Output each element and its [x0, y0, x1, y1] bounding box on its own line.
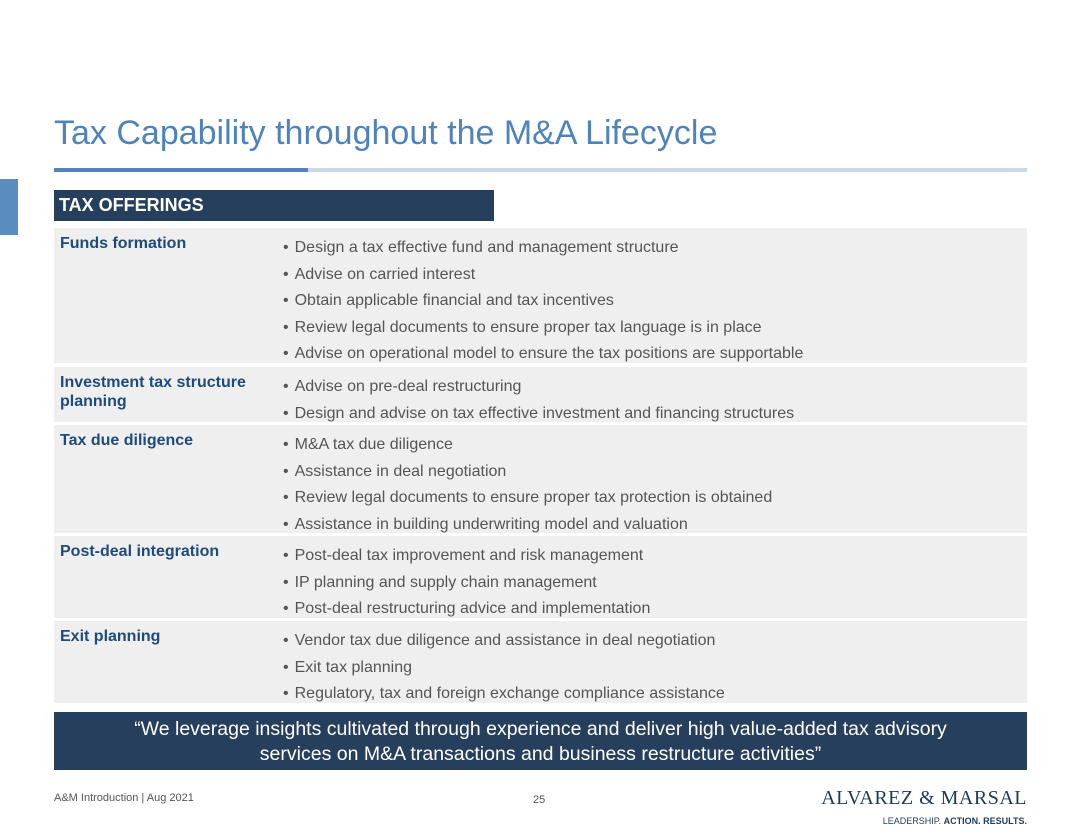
bullet-item: • Design and advise on tax effective inve… [283, 404, 795, 422]
bullet-item: • M&A tax due diligence [283, 436, 453, 453]
offering-bullets: • Design a tax effective fund and managem… [283, 235, 803, 368]
offering-label: Post-deal integration [60, 543, 220, 560]
offering-row-funds-formation: Funds formation • Design a tax effective … [54, 228, 1027, 363]
tagline-action: ACTION. [943, 816, 981, 826]
company-logo: ALVAREZ & MARSAL LEADERSHIP. ACTION. RES… [821, 787, 1027, 826]
bullet-item: • Review legal documents to ensure proper… [283, 489, 773, 506]
bullet-item: • Post-deal tax improvement and risk mana… [283, 547, 644, 564]
bullet-item: • Design a tax effective fund and managem… [283, 239, 679, 256]
logo-wordmark: ALVAREZ & MARSAL [821, 787, 1027, 809]
offering-label: Investment tax structure planning [60, 374, 246, 410]
offering-label: Funds formation [60, 235, 187, 252]
title-underline [54, 168, 1027, 172]
bullet-item: • IP planning and supply chain management [283, 573, 597, 591]
bullet-item: • Advise on operational model to ensure t… [283, 345, 804, 362]
page-number: 25 [533, 794, 546, 806]
left-edge-tab [0, 179, 18, 235]
bullet-item: • Review legal documents to ensure proper… [283, 318, 762, 336]
quote-line-2: services on M&A transactions and busines… [259, 743, 822, 765]
tagline-results: RESULTS. [983, 816, 1027, 826]
bullet-item: • Advise on pre-deal restructuring [283, 378, 522, 395]
offering-label: Exit planning [60, 628, 161, 645]
offering-row-post-deal-integration: Post-deal integration • Post-deal tax imp… [54, 536, 1027, 618]
offering-bullets: • Post-deal tax improvement and risk mana… [283, 543, 650, 623]
offering-bullets: • Vendor tax due diligence and assistance… [283, 628, 725, 708]
tagline-leadership: LEADERSHIP. [882, 816, 942, 826]
bullet-item: • Regulatory, tax and foreign exchange co… [283, 685, 725, 702]
offering-row-tax-due-diligence: Tax due diligence • M&A tax due diligence… [54, 425, 1027, 533]
title-underline-accent [54, 168, 308, 172]
offering-bullets: • M&A tax due diligence • Assistance in de… [283, 432, 772, 538]
offering-row-investment-tax-structure: Investment tax structure planning • Advis… [54, 367, 1027, 422]
bullet-item: • Exit tax planning [283, 658, 413, 676]
footer-caption: A&M Introduction | Aug 2021 [54, 792, 194, 804]
section-heading: TAX OFFERINGS [54, 190, 494, 221]
quote-banner: “We leverage insights cultivated through… [54, 712, 1027, 770]
bullet-item: • Advise on carried interest [283, 265, 476, 283]
slide-title: Tax Capability throughout the M&A Lifecy… [54, 114, 718, 152]
bullet-item: • Assistance in building underwriting mod… [283, 515, 688, 533]
bullet-item: • Obtain applicable financial and tax inc… [283, 292, 614, 309]
bullet-item: • Assistance in deal negotiation [283, 462, 507, 480]
offering-bullets: • Advise on pre-deal restructuring • Desig… [283, 374, 794, 427]
offering-row-exit-planning: Exit planning • Vendor tax due diligence … [54, 621, 1027, 703]
offering-label: Tax due diligence [60, 432, 194, 449]
bullet-item: • Post-deal restructuring advice and impl… [283, 600, 651, 617]
quote-line-1: “We leverage insights cultivated through… [134, 718, 947, 740]
bullet-item: • Vendor tax due diligence and assistance… [283, 632, 716, 649]
logo-tagline: LEADERSHIP. ACTION. RESULTS. [821, 816, 1027, 826]
